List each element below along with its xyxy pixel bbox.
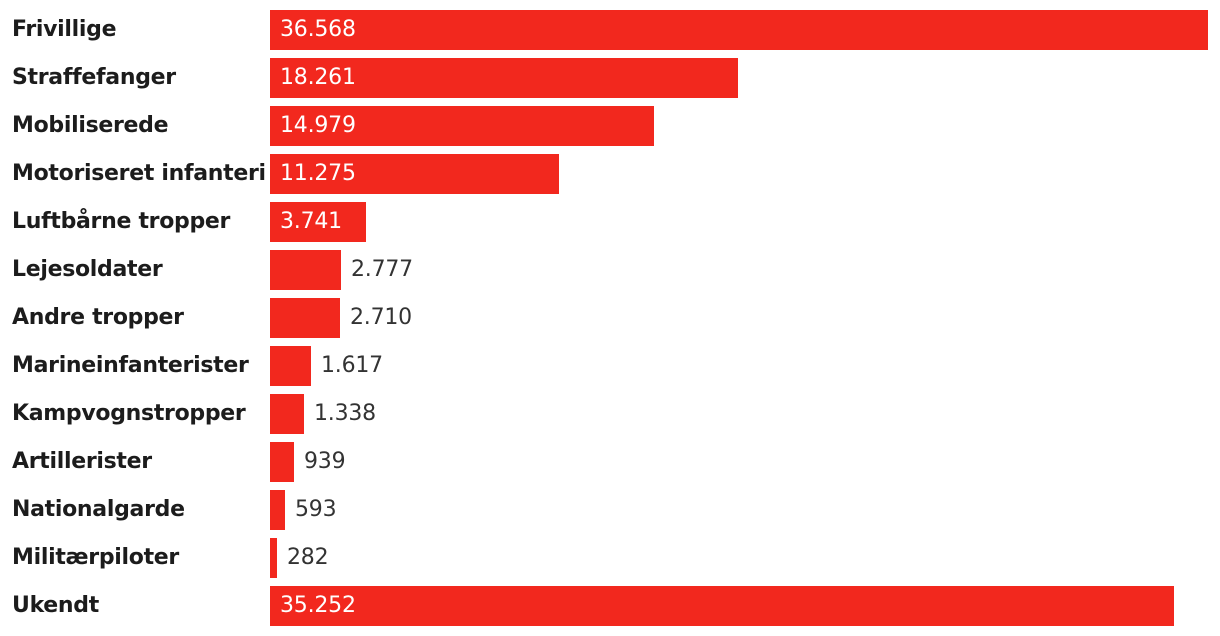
bar	[270, 442, 294, 482]
category-label: Mobiliserede	[12, 113, 169, 138]
value-label: 2.777	[351, 257, 413, 282]
bar	[270, 154, 559, 194]
value-label: 11.275	[280, 161, 356, 186]
bar	[270, 394, 304, 434]
category-label: Militærpiloter	[12, 545, 179, 570]
category-label: Marineinfanterister	[12, 353, 249, 378]
bar	[270, 538, 277, 578]
bar	[270, 586, 1174, 626]
bar	[270, 106, 654, 146]
value-label: 939	[304, 449, 346, 474]
value-label: 1.617	[321, 353, 383, 378]
bar	[270, 346, 311, 386]
category-label: Motoriseret infanteri	[12, 161, 266, 186]
value-label: 2.710	[350, 305, 412, 330]
value-label: 593	[295, 497, 337, 522]
value-label: 14.979	[280, 113, 356, 138]
category-label: Ukendt	[12, 593, 99, 618]
category-label: Straffefanger	[12, 65, 176, 90]
bar	[270, 10, 1208, 50]
bar	[270, 490, 285, 530]
category-label: Kampvognstropper	[12, 401, 246, 426]
category-label: Lejesoldater	[12, 257, 163, 282]
value-label: 36.568	[280, 17, 356, 42]
bar	[270, 58, 738, 98]
value-label: 35.252	[280, 593, 356, 618]
value-label: 18.261	[280, 65, 356, 90]
bar	[270, 298, 340, 338]
category-label: Andre tropper	[12, 305, 184, 330]
value-label: 282	[287, 545, 329, 570]
category-label: Luftbårne tropper	[12, 209, 231, 234]
category-label: Artillerister	[12, 449, 152, 474]
category-label: Frivillige	[12, 17, 117, 42]
bar	[270, 250, 341, 290]
value-label: 3.741	[280, 209, 342, 234]
value-label: 1.338	[314, 401, 376, 426]
bar	[270, 202, 366, 242]
category-label: Nationalgarde	[12, 497, 185, 522]
